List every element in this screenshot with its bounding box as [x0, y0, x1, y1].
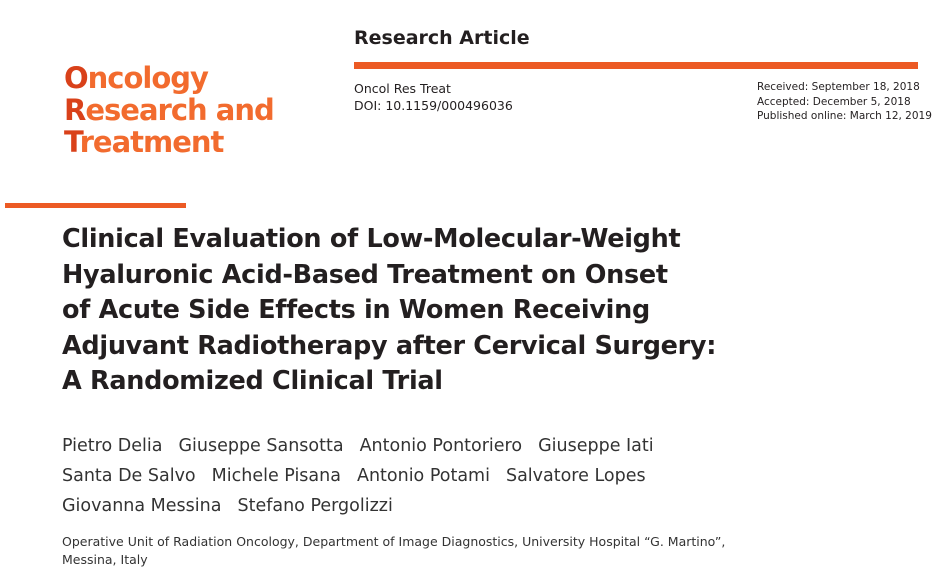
- journal-abbrev: Oncol Res Treat: [354, 81, 451, 96]
- author: Pietro Delia: [62, 436, 163, 456]
- title-line: Hyaluronic Acid-Based Treatment on Onset: [62, 259, 668, 290]
- author: Stefano Pergolizzi: [237, 496, 393, 516]
- author-line: Giovanna Messina Stefano Pergolizzi: [62, 491, 654, 521]
- title: Clinical Evaluation of Low-Molecular-Wei…: [62, 222, 716, 400]
- header-bar: [354, 62, 918, 69]
- article-type: Research Article: [354, 27, 530, 49]
- author-line: Santa De Salvo Michele Pisana Antonio Pota…: [62, 461, 654, 491]
- doi: DOI: 10.1159/000496036: [354, 98, 513, 113]
- author: Salvatore Lopes: [505, 466, 646, 486]
- title-line: A Randomized Clinical Trial: [62, 366, 443, 396]
- author-line: Pietro Delia Giuseppe Sansotta Antonio Pon…: [62, 431, 654, 461]
- logo-line: Research and: [64, 93, 275, 127]
- dates: Received: September 18, 2018 Accepted: D…: [757, 80, 932, 124]
- affiliation: Operative Unit of Radiation Oncology, De…: [62, 534, 726, 567]
- title-line: Adjuvant Radiotherapy after Cervical Sur…: [62, 330, 717, 361]
- author: Giovanna Messina: [62, 496, 222, 516]
- author: Antonio Pontoriero: [359, 436, 523, 456]
- title-bar: [5, 203, 186, 208]
- author: Giuseppe Sansotta: [178, 436, 344, 456]
- author: Giuseppe Iati: [538, 436, 654, 456]
- journal-logo: Oncology Research and Treatment: [64, 61, 275, 159]
- journal-meta: Oncol Res Treat DOI: 10.1159/000496036: [354, 80, 513, 114]
- date-published: Published online: March 12, 2019: [757, 110, 932, 122]
- title-line: of Acute Side Effects in Women Receiving: [62, 295, 650, 325]
- authors: Pietro Delia Giuseppe Sansotta Antonio Pon…: [62, 431, 654, 521]
- author: Michele Pisana: [211, 466, 341, 486]
- logo-line: Treatment: [64, 125, 224, 159]
- logo-line: Oncology: [64, 61, 209, 95]
- author: Santa De Salvo: [62, 466, 196, 486]
- date-received: Received: September 18, 2018: [757, 81, 920, 93]
- date-accepted: Accepted: December 5, 2018: [757, 95, 911, 108]
- title-line: Clinical Evaluation of Low-Molecular-Wei…: [62, 224, 681, 254]
- author: Antonio Potami: [356, 466, 490, 486]
